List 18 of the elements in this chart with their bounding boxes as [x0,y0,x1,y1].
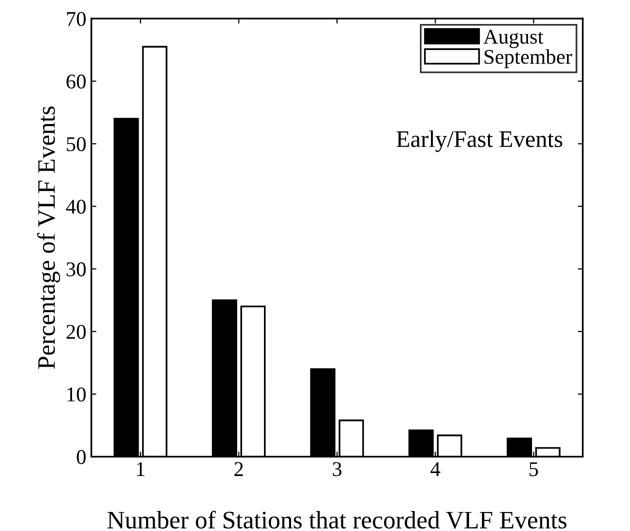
x-tick-label: 1 [137,462,144,476]
y-tick-label: 40 [66,200,86,214]
y-tick-label: 70 [67,12,86,26]
y-tick-label: 60 [66,74,86,89]
x-tick-label: 4 [430,462,440,476]
y-tick-label: 20 [66,324,86,339]
y-tick-label: 30 [66,262,86,276]
y-tick-label: 50 [66,137,86,152]
y-axis-title: Percentage of VLF Events [37,106,60,369]
y-tick-label: 10 [67,387,86,402]
x-tick-label: 2 [234,462,243,476]
x-axis-title: Number of Stations that recorded VLF Events [107,510,566,529]
x-tick-label: 5 [530,462,538,476]
legend-label: September [484,49,572,68]
x-tick-label: 3 [332,462,342,476]
legend-label: August [483,30,544,48]
annotation: Early/Fast Events [396,130,562,152]
y-tick-label: 0 [76,450,86,464]
